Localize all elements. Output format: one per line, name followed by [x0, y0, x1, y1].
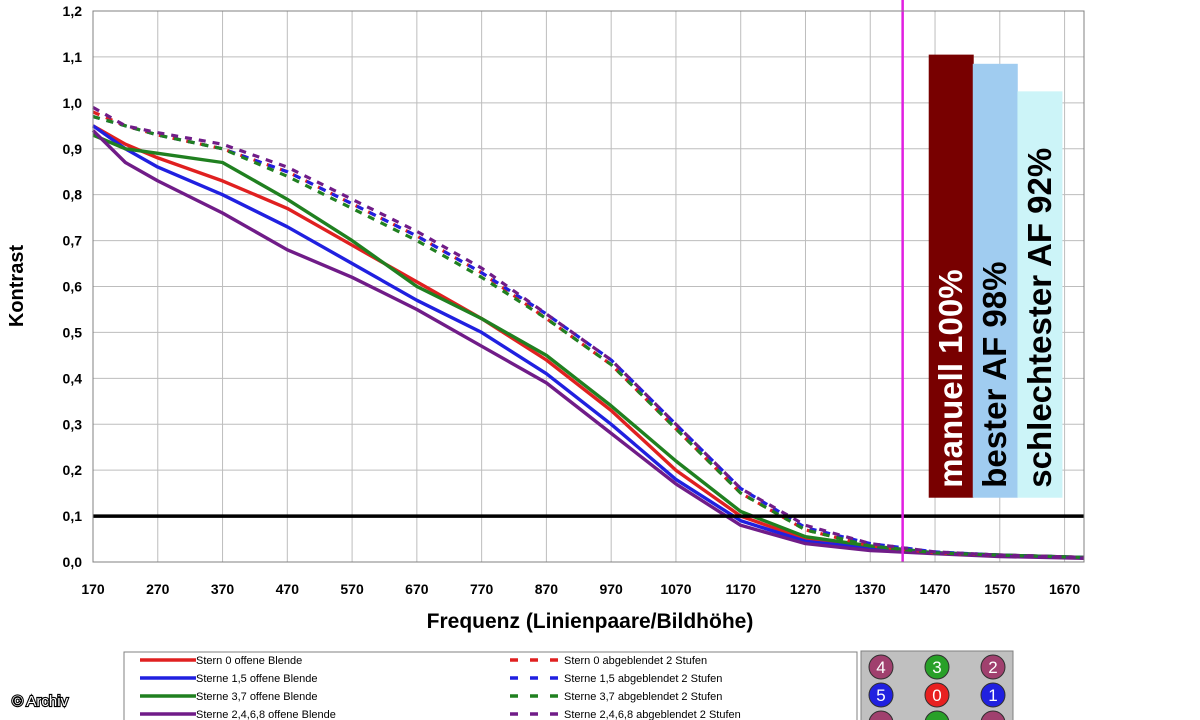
y-axis-label: Kontrast	[6, 245, 28, 328]
x-tick-label: 770	[470, 581, 494, 597]
y-tick-label: 1,0	[63, 95, 83, 111]
star-number: 0	[932, 686, 941, 705]
legend-label: Sterne 1,5 abgeblendet 2 Stufen	[564, 673, 722, 685]
y-tick-label: 0,5	[63, 324, 83, 340]
x-tick-label: 1270	[790, 581, 821, 597]
x-tick-label: 370	[211, 581, 235, 597]
star-position	[868, 682, 894, 708]
y-tick-label: 0,4	[63, 370, 83, 386]
x-tick-labels: 170 270 370 470 570 670 770 870 970 1070 1170 1270 1…	[81, 581, 1080, 597]
star-position	[868, 654, 894, 680]
star-number: 3	[932, 658, 941, 677]
plot-frame	[92, 10, 1085, 563]
y-tick-label: 0,9	[63, 141, 83, 157]
legend-label: Sterne 3,7 offene Blende	[196, 691, 318, 703]
bar-label: bester AF 98%	[976, 262, 1013, 488]
y-tick-label: 0,7	[63, 233, 83, 249]
star-number: 5	[876, 686, 885, 705]
star-position	[868, 710, 894, 720]
y-tick-label: 0,6	[63, 279, 83, 295]
y-tick-label: 0,2	[63, 462, 83, 478]
star-position	[924, 654, 950, 680]
x-tick-label: 570	[340, 581, 364, 597]
legend-box	[123, 651, 858, 720]
x-tick-label: 1670	[1049, 581, 1080, 597]
x-tick-label: 670	[405, 581, 429, 597]
credit-text: © Archiv	[12, 693, 69, 710]
bar-label: schlechtester AF 92%	[1021, 148, 1058, 488]
star-number: 1	[988, 686, 997, 705]
legend-label: Sterne 2,4,6,8 offene Blende	[196, 709, 336, 720]
x-tick-label: 1170	[726, 581, 757, 597]
star-map: 4 3 2 5 0 1	[868, 654, 1006, 720]
x-tick-label: 470	[276, 581, 300, 597]
x-tick-label: 270	[146, 581, 170, 597]
y-tick-label: 1,2	[63, 3, 83, 19]
y-tick-label: 0,1	[63, 508, 83, 524]
x-tick-label: 970	[599, 581, 623, 597]
star-position	[980, 654, 1006, 680]
star-number: 2	[988, 658, 997, 677]
series-line-7	[92, 115, 1085, 559]
legend-label: Sterne 1,5 offene Blende	[196, 673, 318, 685]
series-line-4	[91, 129, 1085, 560]
bar-label: manuell 100%	[932, 269, 969, 487]
legend-label: Stern 0 offene Blende	[196, 655, 302, 667]
legend-label: Sterne 2,4,6,8 abgeblendet 2 Stufen	[564, 709, 741, 720]
y-tick-labels: 0,0 0,1 0,2 0,3 0,4 0,5 0,6 0,7 0,8 0,9 1,0 1,1 1,2	[63, 3, 83, 570]
x-tick-label: 170	[81, 581, 105, 597]
x-tick-label: 870	[535, 581, 559, 597]
star-position	[980, 682, 1006, 708]
bar-3	[1017, 91, 1063, 498]
bar-2	[972, 63, 1018, 498]
x-tick-label: 1570	[984, 581, 1015, 597]
y-tick-label: 1,1	[63, 49, 83, 65]
series-lines	[91, 106, 1085, 560]
x-tick-label: 1370	[855, 581, 886, 597]
legend-label: Sterne 3,7 abgeblendet 2 Stufen	[564, 691, 722, 703]
legend: Stern 0 offene Blende Sterne 1,5 offene B…	[140, 655, 741, 720]
star-position	[980, 710, 1006, 720]
star-position	[924, 682, 950, 708]
x-tick-label: 1470	[919, 581, 950, 597]
y-tick-label: 0,8	[63, 187, 83, 203]
star-number: 4	[876, 658, 885, 677]
bar-1	[928, 54, 974, 498]
reference-lines	[93, 0, 1084, 562]
y-tick-label: 0,0	[63, 554, 83, 570]
x-axis-label: Frequenz (Linienpaare/Bildhöhe)	[427, 610, 754, 633]
series-line-8	[92, 106, 1085, 559]
legend-label: Stern 0 abgeblendet 2 Stufen	[564, 655, 707, 667]
y-tick-label: 0,3	[63, 416, 83, 432]
bars: manuell 100% bester AF 98% schlechtester A…	[928, 54, 1063, 498]
star-position	[924, 710, 950, 720]
x-tick-label: 1070	[660, 581, 691, 597]
